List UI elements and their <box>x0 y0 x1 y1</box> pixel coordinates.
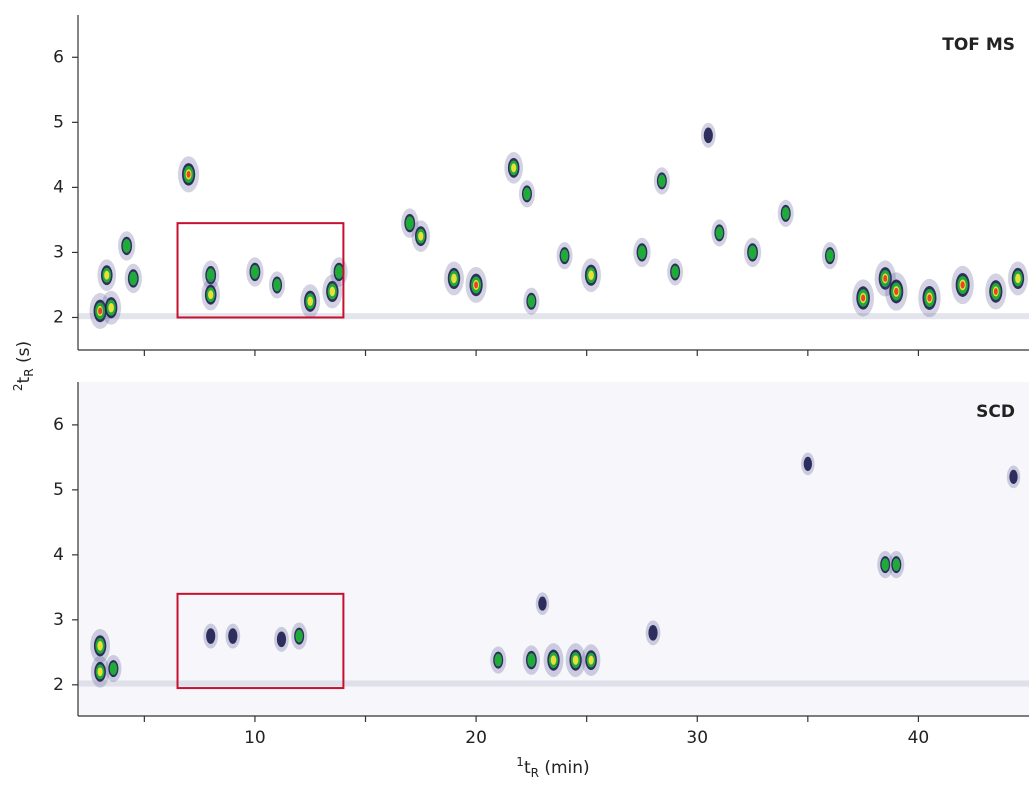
peak <box>556 242 573 270</box>
peak <box>645 620 661 646</box>
peak <box>444 261 464 296</box>
y-tick-label: 3 <box>53 242 64 262</box>
peak <box>874 260 896 297</box>
peak <box>124 263 142 294</box>
peak <box>118 231 136 261</box>
y-tick-label: 6 <box>53 47 64 67</box>
peak <box>101 290 122 325</box>
axis-label-part: (min) <box>539 758 590 778</box>
y-tick-label: 4 <box>53 177 64 197</box>
peak <box>201 278 220 311</box>
peak <box>821 242 838 270</box>
panel-label: SCD <box>976 402 1015 422</box>
peak <box>465 266 487 304</box>
peak <box>888 550 905 579</box>
axis-label: 1tR (min) <box>516 755 589 780</box>
peak <box>700 122 716 148</box>
peak <box>105 654 122 683</box>
peak <box>518 180 535 208</box>
axis-label: 2tR (s) <box>11 341 36 391</box>
highlight-box <box>176 222 345 319</box>
peak <box>877 550 894 579</box>
peak <box>203 623 219 649</box>
peak <box>330 257 348 287</box>
peak <box>581 644 601 676</box>
peak <box>225 623 241 649</box>
y-tick-label: 2 <box>53 307 64 327</box>
x-tick-label: 10 <box>244 728 266 748</box>
peak <box>852 279 875 317</box>
highlight-box <box>176 592 345 690</box>
peak <box>985 273 1007 310</box>
peak <box>90 628 111 663</box>
peak <box>246 257 264 287</box>
peak <box>565 643 586 678</box>
peak <box>743 237 762 268</box>
x-tick-label: 30 <box>686 728 708 748</box>
x-tick-label: 20 <box>465 728 487 748</box>
peak <box>89 292 111 330</box>
y-tick-label: 6 <box>53 415 64 435</box>
peak <box>777 199 794 227</box>
peak <box>522 645 541 675</box>
axis-label-part: t <box>524 758 531 778</box>
peak <box>885 272 908 311</box>
peak <box>951 265 974 305</box>
peak <box>918 278 941 318</box>
axis-label-part: t <box>14 376 34 383</box>
peak <box>401 208 419 238</box>
peak <box>711 219 728 247</box>
y-tick-label: 5 <box>53 112 64 132</box>
peak <box>291 622 308 650</box>
peak <box>653 167 670 195</box>
peak <box>269 271 286 299</box>
peak <box>300 284 321 319</box>
peak <box>90 655 110 688</box>
axis-label-part: R <box>22 368 36 376</box>
peak <box>504 152 523 184</box>
peak <box>543 643 564 678</box>
peak <box>1008 261 1028 296</box>
peak <box>667 258 684 286</box>
peak <box>1006 465 1021 489</box>
bleed-band <box>78 313 1029 320</box>
peak <box>97 259 117 292</box>
peak <box>274 626 289 652</box>
axis-label-part: R <box>531 766 539 780</box>
y-tick-label: 3 <box>53 610 64 630</box>
y-tick-label: 2 <box>53 675 64 695</box>
axis-label-part: 1 <box>516 755 524 769</box>
y-tick-label: 5 <box>53 480 64 500</box>
bleed-band <box>78 680 1029 687</box>
x-tick-label: 40 <box>908 728 930 748</box>
peak <box>202 260 220 290</box>
peak <box>523 287 540 315</box>
peak <box>178 156 200 193</box>
peak <box>490 646 507 674</box>
peak <box>633 237 651 268</box>
panel-label: TOF MS <box>942 35 1015 55</box>
peak <box>411 220 431 253</box>
peak <box>581 258 602 293</box>
axis-label-part: 2 <box>11 383 25 391</box>
peak <box>535 592 550 615</box>
peak <box>801 452 815 476</box>
peak <box>322 274 343 309</box>
axis-label-part: (s) <box>14 341 34 369</box>
y-tick-label: 4 <box>53 545 64 565</box>
